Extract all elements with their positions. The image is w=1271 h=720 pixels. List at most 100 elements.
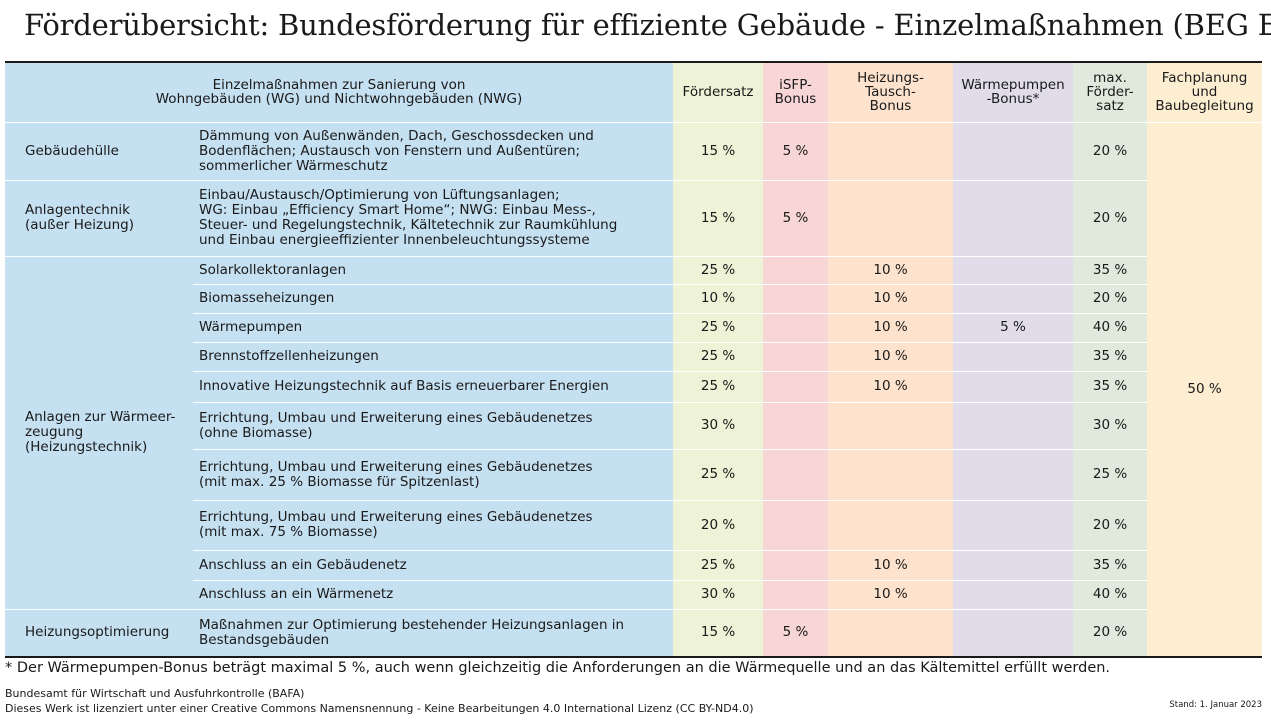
header-tausch-line: Heizungs- <box>857 70 924 87</box>
foerdersatz-value: 25 % <box>673 370 764 402</box>
max-value: 35 % <box>1073 255 1148 284</box>
table-header-row: Einzelmaßnahmen zur Sanierung von Wohnge… <box>5 62 1263 123</box>
header-fach-line: Fachplanung <box>1161 70 1248 87</box>
foerdersatz-value: 15 % <box>673 608 764 657</box>
wp-value <box>953 341 1074 371</box>
header-max-foerdersatz: max. Förder- satz <box>1073 62 1148 123</box>
wp-value <box>953 448 1074 500</box>
fachplanung-value: 50 % <box>1147 122 1263 657</box>
measure-line: Dämmung von Außenwänden, Dach, Geschossd… <box>199 127 594 144</box>
category-waermeerzeugung: Anlagen zur Wärmeer- zeugung (Heizungste… <box>5 255 193 609</box>
category-heizungsoptimierung: Heizungsoptimierung <box>5 608 193 657</box>
wp-value <box>953 283 1074 313</box>
measure-description: Innovative Heizungstechnik auf Basis ern… <box>193 370 674 402</box>
tausch-value: 10 % <box>828 579 954 609</box>
wp-value <box>953 121 1074 180</box>
max-value: 20 % <box>1073 283 1148 313</box>
isfp-value <box>763 283 829 313</box>
header-heizungstausch-bonus: Heizungs- Tausch- Bonus <box>828 62 954 123</box>
header-fachplanung: Fachplanung und Baubegleitung <box>1147 62 1263 123</box>
header-measures: Einzelmaßnahmen zur Sanierung von Wohnge… <box>5 62 674 123</box>
wp-value <box>953 499 1074 550</box>
header-isfp-bonus: iSFP- Bonus <box>763 62 829 123</box>
foerdersatz-value: 25 % <box>673 549 764 580</box>
footnote: * Der Wärmepumpen-Bonus beträgt maximal … <box>5 660 1111 676</box>
foerdersatz-value: 30 % <box>673 401 764 449</box>
measure-line: und Einbau energieeffizienter Innenbeleu… <box>199 232 590 248</box>
measure-line: (mit max. 25 % Biomasse für Spitzenlast) <box>199 473 480 490</box>
wp-value <box>953 608 1074 657</box>
wp-value <box>953 255 1074 284</box>
measure-description: Errichtung, Umbau und Erweiterung eines … <box>193 499 674 550</box>
isfp-value <box>763 370 829 402</box>
measure-line: sommerlicher Wärmeschutz <box>199 157 388 174</box>
measure-line: (ohne Biomasse) <box>199 424 313 441</box>
foerdersatz-value: 25 % <box>673 312 764 342</box>
header-fach-line: und <box>1191 84 1218 101</box>
table-row: Heizungsoptimierung Maßnahmen zur Optimi… <box>5 608 1262 657</box>
table-row: Errichtung, Umbau und Erweiterung eines … <box>5 499 1262 550</box>
table-row: Errichtung, Umbau und Erweiterung eines … <box>5 448 1262 500</box>
header-max-line: satz <box>1096 98 1124 115</box>
max-value: 20 % <box>1073 499 1148 550</box>
table-row: Brennstoffzellenheizungen 25 % 10 % 35 % <box>5 341 1262 371</box>
tausch-value: 10 % <box>828 283 954 313</box>
header-waermepumpen-bonus: Wärmepumpen -Bonus* <box>953 62 1074 123</box>
stand-date: Stand: 1. Januar 2023 <box>1169 700 1262 710</box>
table-row: Anlagen zur Wärmeer- zeugung (Heizungste… <box>5 255 1262 609</box>
tausch-value: 10 % <box>828 312 954 342</box>
category-line: zeugung <box>25 424 84 440</box>
isfp-value <box>763 549 829 580</box>
isfp-value: 5 % <box>763 179 829 256</box>
measure-line: (mit max. 75 % Biomasse) <box>199 524 378 540</box>
measure-line: WG: Einbau „Efficiency Smart Home“; NWG:… <box>199 202 596 218</box>
isfp-value <box>763 401 829 449</box>
measure-description: Anschluss an ein Wärmenetz <box>193 579 674 609</box>
isfp-value: 5 % <box>763 121 829 180</box>
header-wp-line: -Bonus* <box>986 91 1040 108</box>
measure-description: Einbau/Austausch/Optimierung von Lüftung… <box>193 179 674 256</box>
category-anlagentechnik: Anlagentechnik (außer Heizung) <box>5 179 193 256</box>
foerdersatz-value: 15 % <box>673 179 764 256</box>
isfp-value <box>763 312 829 342</box>
header-measures-line: Einzelmaßnahmen zur Sanierung von <box>212 77 466 94</box>
measure-description: Brennstoffzellenheizungen <box>193 341 674 371</box>
header-tausch-line: Bonus <box>869 98 912 115</box>
isfp-value: 5 % <box>763 608 829 657</box>
tausch-value <box>828 448 954 500</box>
measure-line: Errichtung, Umbau und Erweiterung eines … <box>199 409 593 426</box>
wp-value <box>953 179 1074 256</box>
category-line: Anlagentechnik <box>25 202 130 218</box>
funding-table: Einzelmaßnahmen zur Sanierung von Wohnge… <box>5 61 1263 658</box>
header-wp-line: Wärmepumpen <box>961 77 1065 94</box>
isfp-value <box>763 448 829 500</box>
isfp-value <box>763 341 829 371</box>
measure-description: Biomasseheizungen <box>193 283 674 313</box>
category-line: (Heizungstechnik) <box>25 439 148 455</box>
tausch-value <box>828 608 954 657</box>
tausch-value <box>828 401 954 449</box>
isfp-value <box>763 579 829 609</box>
foerdersatz-value: 30 % <box>673 579 764 609</box>
table-row: Gebäudehülle Dämmung von Außenwänden, Da… <box>5 121 1263 657</box>
max-value: 25 % <box>1073 448 1148 500</box>
isfp-value <box>763 255 829 284</box>
max-value: 20 % <box>1073 121 1148 180</box>
header-tausch-line: Tausch- <box>865 84 916 101</box>
page-title: Förderübersicht: Bundesförderung für eff… <box>24 8 1271 42</box>
foerdersatz-value: 25 % <box>673 255 764 284</box>
tausch-value: 10 % <box>828 370 954 402</box>
table-row: Wärmepumpen 25 % 10 % 5 % 40 % <box>5 312 1262 342</box>
header-measures-line: Wohngebäuden (WG) und Nichtwohngebäuden … <box>155 91 523 108</box>
header-max-line: max. <box>1093 70 1127 87</box>
header-foerdersatz: Fördersatz <box>673 62 764 123</box>
foerdersatz-value: 10 % <box>673 283 764 313</box>
header-fach-line: Baubegleitung <box>1155 98 1254 115</box>
measure-description: Solarkollektoranlagen <box>193 255 674 284</box>
measure-description: Wärmepumpen <box>193 312 674 342</box>
foerdersatz-value: 15 % <box>673 121 764 180</box>
measure-description: Errichtung, Umbau und Erweiterung eines … <box>193 401 674 449</box>
source-line: Bundesamt für Wirtschaft und Ausfuhrkont… <box>5 687 305 700</box>
max-value: 35 % <box>1073 370 1148 402</box>
max-value: 30 % <box>1073 401 1148 449</box>
